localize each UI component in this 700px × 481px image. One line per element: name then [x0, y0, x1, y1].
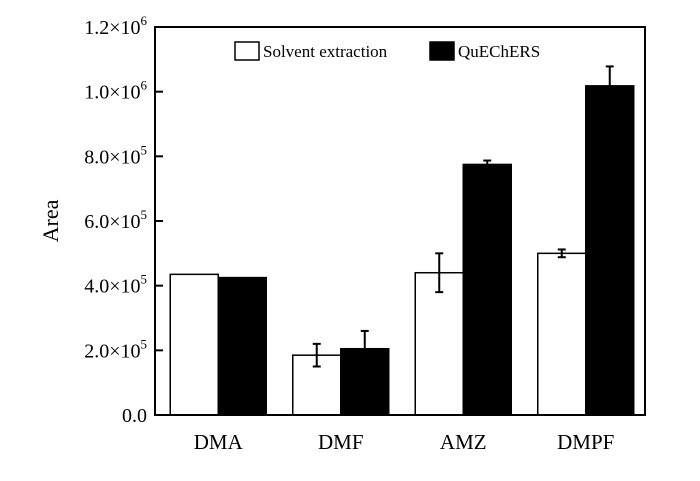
legend-label: QuEChERS	[458, 42, 540, 61]
y-axis-title: Area	[38, 199, 63, 242]
x-category-label: DMF	[318, 430, 364, 454]
bar-solvent-extraction-dmpf	[537, 252, 587, 416]
y-tick-exponent: 5	[141, 142, 148, 157]
legend-label: Solvent extraction	[263, 42, 388, 61]
x-axis-category-labels: DMA DMF AMZ DMPF	[194, 430, 615, 454]
bars-layer	[169, 85, 635, 416]
y-tick-exponent: 5	[141, 336, 148, 351]
y-tick-exponent: 5	[141, 207, 148, 222]
bar-solvent-extraction-amz	[414, 271, 464, 416]
y-axis-ticks: 0.0 2.0×105 4.0×105 6.0×105 8.0×105 1.0×106 1.…	[84, 13, 163, 427]
y-tick-label: 1.0×106	[84, 78, 147, 104]
legend-swatch	[234, 41, 260, 61]
y-tick-label: 4.0×105	[84, 272, 147, 298]
bar-quechers-dmpf	[585, 85, 635, 416]
y-tick-label: 8.0×105	[84, 142, 147, 168]
y-tick-exponent: 6	[141, 78, 148, 93]
y-tick-exponent: 6	[141, 13, 148, 28]
x-category-label: DMA	[194, 430, 244, 454]
x-category-label: DMPF	[557, 430, 614, 454]
y-tick-label: 6.0×105	[84, 207, 147, 233]
y-tick-label: 2.0×105	[84, 336, 147, 362]
y-tick-label: 0.0	[122, 405, 147, 427]
bar-solvent-extraction-dma	[169, 273, 219, 416]
y-tick-label: 1.2×106	[84, 13, 147, 39]
legend: Solvent extraction QuEChERS	[234, 41, 540, 61]
y-tick-exponent: 5	[141, 272, 148, 287]
legend-swatch	[429, 41, 455, 61]
x-category-label: AMZ	[440, 430, 487, 454]
bar-quechers-dmf	[340, 347, 390, 416]
bar-quechers-dma	[217, 276, 267, 416]
bar-quechers-amz	[462, 163, 512, 416]
error-bars-layer	[312, 65, 614, 368]
